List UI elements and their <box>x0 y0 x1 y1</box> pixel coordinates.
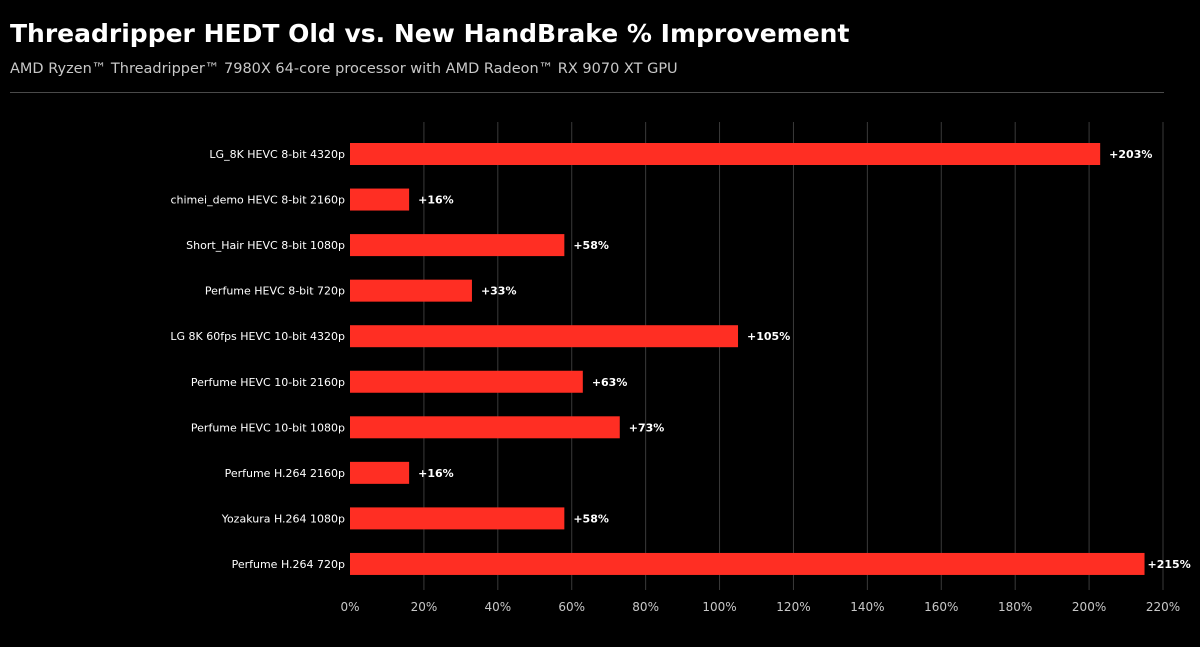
x-tick-label: 80% <box>632 600 659 614</box>
x-tick-label: 0% <box>340 600 359 614</box>
category-label: LG_8K HEVC 8-bit 4320p <box>209 148 345 161</box>
bar <box>350 143 1101 165</box>
header-divider <box>10 92 1164 93</box>
category-label: Short_Hair HEVC 8-bit 1080p <box>186 239 345 252</box>
bar <box>350 552 1145 575</box>
chart-title: Threadripper HEDT Old vs. New HandBrake … <box>10 19 850 48</box>
x-tick-label: 120% <box>776 600 810 614</box>
data-label: +58% <box>573 512 609 525</box>
x-tick-label: 180% <box>998 600 1032 614</box>
data-label: +63% <box>592 376 628 389</box>
bar <box>350 188 410 211</box>
data-label: +16% <box>418 194 454 207</box>
x-tick-label: 60% <box>558 600 585 614</box>
data-labels: +203% +16% +58% +33% +105% +63% +73% +16% +58% +2… <box>418 148 1191 571</box>
bar <box>350 461 410 484</box>
bar <box>350 507 565 530</box>
bar <box>350 279 472 302</box>
category-label: Perfume H.264 2160p <box>225 467 345 480</box>
bar <box>350 325 739 348</box>
x-axis-tick-labels: 0% 20% 40% 60% 80% 100% 120% 140% 160% 180% 200% 22… <box>340 600 1180 614</box>
x-tick-label: 200% <box>1072 600 1106 614</box>
bar <box>350 370 583 393</box>
x-tick-label: 140% <box>850 600 884 614</box>
data-label: +73% <box>629 421 665 434</box>
bar <box>350 416 620 439</box>
bar <box>350 234 565 257</box>
x-tick-label: 40% <box>484 600 511 614</box>
category-label: Perfume HEVC 10-bit 1080p <box>191 421 345 434</box>
data-label: +58% <box>573 239 609 252</box>
x-tick-label: 220% <box>1146 600 1180 614</box>
data-label: +33% <box>481 285 517 298</box>
data-label: +215% <box>1148 558 1191 571</box>
data-label: +105% <box>747 330 790 343</box>
chart-subtitle: AMD Ryzen™ Threadripper™ 7980X 64-core p… <box>10 61 678 77</box>
data-label: +203% <box>1109 148 1152 161</box>
category-label: LG 8K 60fps HEVC 10-bit 4320p <box>170 330 345 343</box>
category-label: chimei_demo HEVC 8-bit 2160p <box>170 194 345 207</box>
data-label: +16% <box>418 467 454 480</box>
category-label: Perfume H.264 720p <box>232 558 345 571</box>
x-tick-label: 100% <box>702 600 736 614</box>
x-tick-label: 160% <box>924 600 958 614</box>
category-label: Perfume HEVC 8-bit 720p <box>205 285 345 298</box>
category-label: Perfume HEVC 10-bit 2160p <box>191 376 345 389</box>
category-labels: LG_8K HEVC 8-bit 4320p chimei_demo HEVC 8… <box>170 148 345 571</box>
category-label: Yozakura H.264 1080p <box>221 512 345 525</box>
gridlines <box>423 122 1164 590</box>
bars <box>350 143 1145 575</box>
x-tick-label: 20% <box>411 600 438 614</box>
